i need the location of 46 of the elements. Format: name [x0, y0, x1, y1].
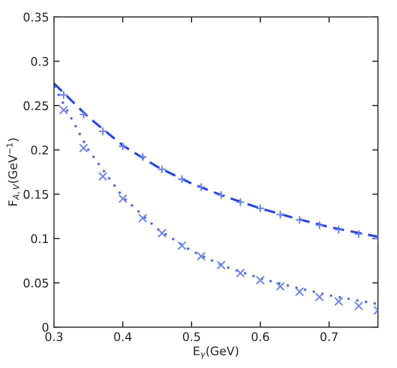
- x-tick-label: 0.6: [252, 332, 269, 342]
- point: [157, 228, 166, 238]
- point: [177, 174, 186, 184]
- y-tick-label: 0.35: [24, 12, 48, 22]
- y-tick-label: 0.25: [24, 101, 48, 110]
- point: [138, 214, 148, 223]
- line-series: [54, 82, 378, 238]
- point: [354, 301, 364, 310]
- point: [59, 105, 68, 114]
- y-tick-label: 0.15: [24, 190, 48, 199]
- y-tick-label: 0.05: [24, 278, 48, 288]
- y-tick-label: 0.1: [31, 234, 48, 244]
- line-series: [54, 84, 378, 306]
- x-tick-label: 0.3: [45, 332, 62, 342]
- point: [295, 287, 304, 296]
- x-tick-label: 0.7: [320, 332, 338, 342]
- y-axis-title: F$_{A,V}$(GeV$^{−1}$): [6, 138, 20, 206]
- point: [216, 260, 226, 270]
- y-tick-label: 0.3: [31, 56, 48, 66]
- y-tick-label: 0.2: [31, 146, 48, 155]
- point: [295, 215, 304, 224]
- point: [138, 152, 148, 162]
- point: [276, 210, 285, 220]
- point: [196, 252, 206, 261]
- point: [157, 164, 166, 174]
- point: [236, 198, 245, 207]
- point: [59, 90, 68, 100]
- point: [118, 194, 128, 204]
- point: [314, 292, 324, 302]
- y-tick-label: 0: [42, 322, 48, 332]
- x-axis-title: E$_{γ}$(GeV): [194, 346, 238, 359]
- point: [79, 144, 88, 153]
- point: [216, 190, 226, 200]
- point: [177, 241, 186, 250]
- point: [98, 172, 108, 181]
- point: [354, 230, 364, 239]
- point: [314, 220, 324, 230]
- point: [256, 276, 265, 285]
- point: [334, 296, 344, 306]
- point: [236, 268, 245, 278]
- x-tick-label: 0.5: [182, 332, 200, 342]
- x-tick-label: 0.4: [114, 332, 132, 342]
- point: [256, 204, 265, 213]
- point: [276, 282, 285, 291]
- point: [196, 182, 206, 192]
- point: [79, 110, 88, 119]
